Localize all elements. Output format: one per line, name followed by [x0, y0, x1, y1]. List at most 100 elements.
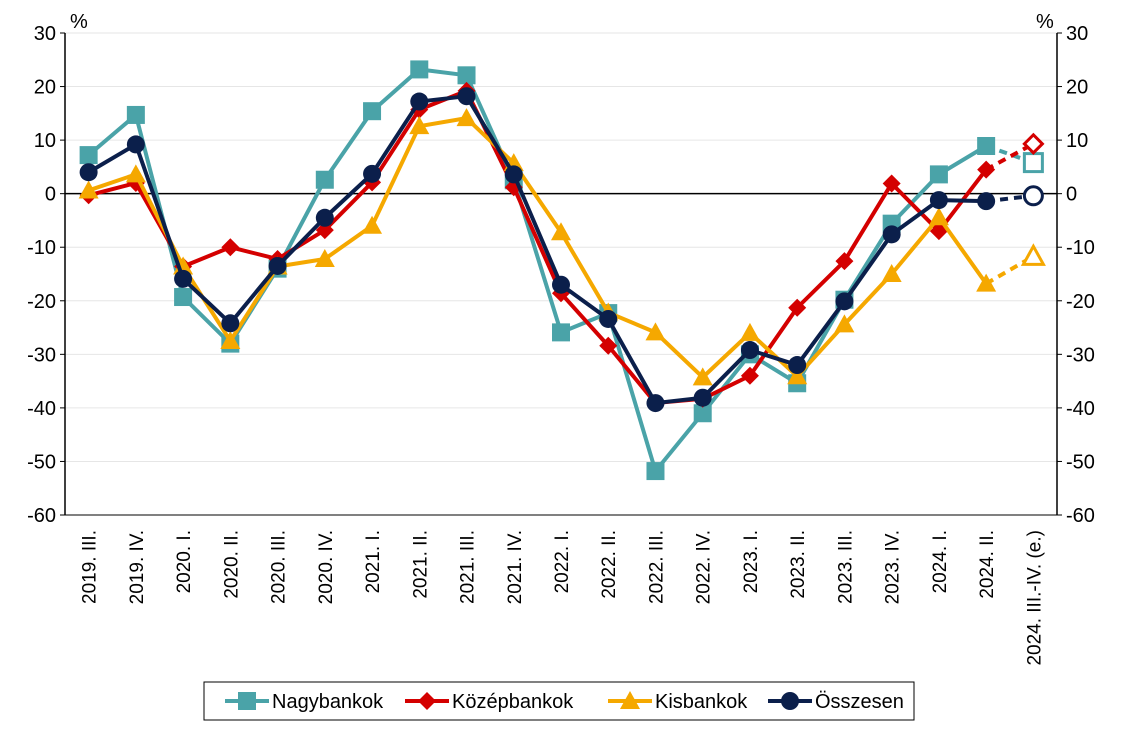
data-point — [504, 165, 523, 184]
y-tick-label-left: -30 — [27, 344, 56, 366]
data-point — [692, 367, 713, 386]
y-tick-label-right: -60 — [1066, 505, 1095, 527]
data-point — [221, 314, 240, 333]
data-point — [126, 135, 145, 154]
data-point — [551, 222, 571, 241]
data-point — [457, 87, 476, 106]
x-tick-label: 2021. IV. — [505, 530, 526, 604]
legend-item-kisbankok: Kisbankok — [608, 691, 748, 713]
x-tick-label: 2020. IV. — [316, 530, 337, 604]
data-point — [646, 394, 665, 413]
data-point — [881, 264, 902, 282]
data-point — [835, 292, 854, 311]
series-nagybankok — [79, 60, 1044, 481]
x-tick-label: 2022. IV. — [694, 530, 715, 604]
data-point — [787, 366, 808, 385]
legend-label: Középbankok — [452, 691, 574, 713]
y-tick-label-left: -10 — [27, 237, 56, 259]
y-tick-label-left: -50 — [27, 451, 56, 473]
series-line — [87, 116, 988, 380]
y-tick-label-right: 30 — [1066, 23, 1088, 45]
y-tick-label-left: 0 — [45, 184, 56, 206]
data-point — [174, 288, 193, 307]
y-tick-label-left: -40 — [27, 398, 56, 420]
data-point — [221, 238, 240, 257]
data-point — [363, 102, 382, 121]
data-point — [693, 404, 712, 423]
y-tick-label-right: -20 — [1066, 291, 1095, 313]
data-point — [928, 207, 949, 226]
series-összesen — [79, 87, 1044, 413]
legend-marker — [781, 692, 799, 710]
data-point — [740, 366, 759, 385]
y-tick-label-left: -60 — [27, 505, 56, 527]
data-point — [268, 256, 287, 275]
data-point — [1022, 185, 1044, 207]
y-tick-label-right: 10 — [1066, 130, 1088, 152]
data-point — [410, 92, 429, 111]
data-point — [599, 309, 618, 328]
data-point — [929, 191, 948, 210]
x-tick-label: 2024. II. — [977, 530, 998, 599]
data-point — [220, 330, 241, 349]
y-unit-left: % — [70, 11, 88, 33]
data-point — [788, 356, 807, 375]
data-point — [1020, 243, 1046, 266]
data-point — [315, 170, 334, 189]
series-kisbankok — [78, 108, 1046, 386]
legend: Nagybankok Középbankok Kisbankok Összesen — [203, 681, 915, 721]
x-tick-label: 2024. III.-IV. (e.) — [1024, 530, 1045, 666]
x-tick-label: 2023. III. — [835, 530, 856, 604]
legend-item-középbankok: Középbankok — [405, 691, 574, 713]
x-tick-label: 2019. III. — [80, 530, 101, 604]
x-tick-label: 2020. III. — [269, 530, 290, 604]
data-point — [409, 116, 430, 135]
data-point — [314, 249, 335, 268]
legend-item-összesen: Összesen — [768, 691, 904, 713]
axes: % % 30 30 20 20 10 10 0 0 -10 -10 -20 -20 -30 -30 -40 -… — [27, 11, 1095, 666]
data-point — [79, 146, 98, 165]
legend-label: Kisbankok — [655, 691, 748, 713]
x-tick-label: 2023. IV. — [883, 530, 904, 604]
data-point — [125, 164, 146, 183]
data-point — [552, 275, 570, 294]
x-tick-label: 2019. IV. — [127, 530, 148, 604]
series — [78, 60, 1046, 481]
data-point — [739, 322, 760, 341]
x-tick-label: 2021. II. — [410, 530, 431, 599]
x-tick-label: 2023. II. — [788, 530, 809, 599]
x-tick-label: 2022. III. — [646, 530, 667, 604]
data-point — [126, 105, 145, 124]
data-point — [1022, 152, 1044, 174]
x-tick-label: 2021. I. — [363, 530, 384, 593]
data-point — [315, 221, 334, 240]
data-point — [835, 252, 854, 271]
data-point — [552, 323, 570, 342]
y-tick-label-left: 30 — [34, 23, 56, 45]
data-point — [646, 462, 665, 481]
y-unit-right: % — [1036, 11, 1054, 33]
data-point — [882, 225, 901, 244]
y-tick-label-left: 10 — [34, 130, 56, 152]
y-tick-label-right: -40 — [1066, 398, 1095, 420]
x-tick-label: 2024. I. — [930, 530, 951, 593]
legend-label: Nagybankok — [272, 691, 384, 713]
legend-box — [203, 681, 915, 721]
y-tick-label-right: 20 — [1066, 77, 1088, 99]
data-point — [456, 108, 477, 127]
legend-label: Összesen — [815, 691, 904, 713]
data-point — [645, 322, 666, 341]
y-tick-label-right: -50 — [1066, 451, 1095, 473]
legend-marker — [238, 692, 256, 710]
data-point — [79, 163, 98, 182]
y-tick-label-right: -30 — [1066, 344, 1095, 366]
x-tick-label: 2023. I. — [741, 530, 762, 593]
legend-marker — [620, 691, 640, 709]
x-tick-label: 2022. I. — [552, 530, 573, 593]
data-point — [740, 341, 759, 360]
grid — [65, 32, 1057, 462]
y-tick-label-right: -10 — [1066, 237, 1095, 259]
data-point — [977, 192, 996, 211]
x-tick-label: 2021. III. — [458, 530, 479, 604]
data-point — [362, 215, 383, 234]
